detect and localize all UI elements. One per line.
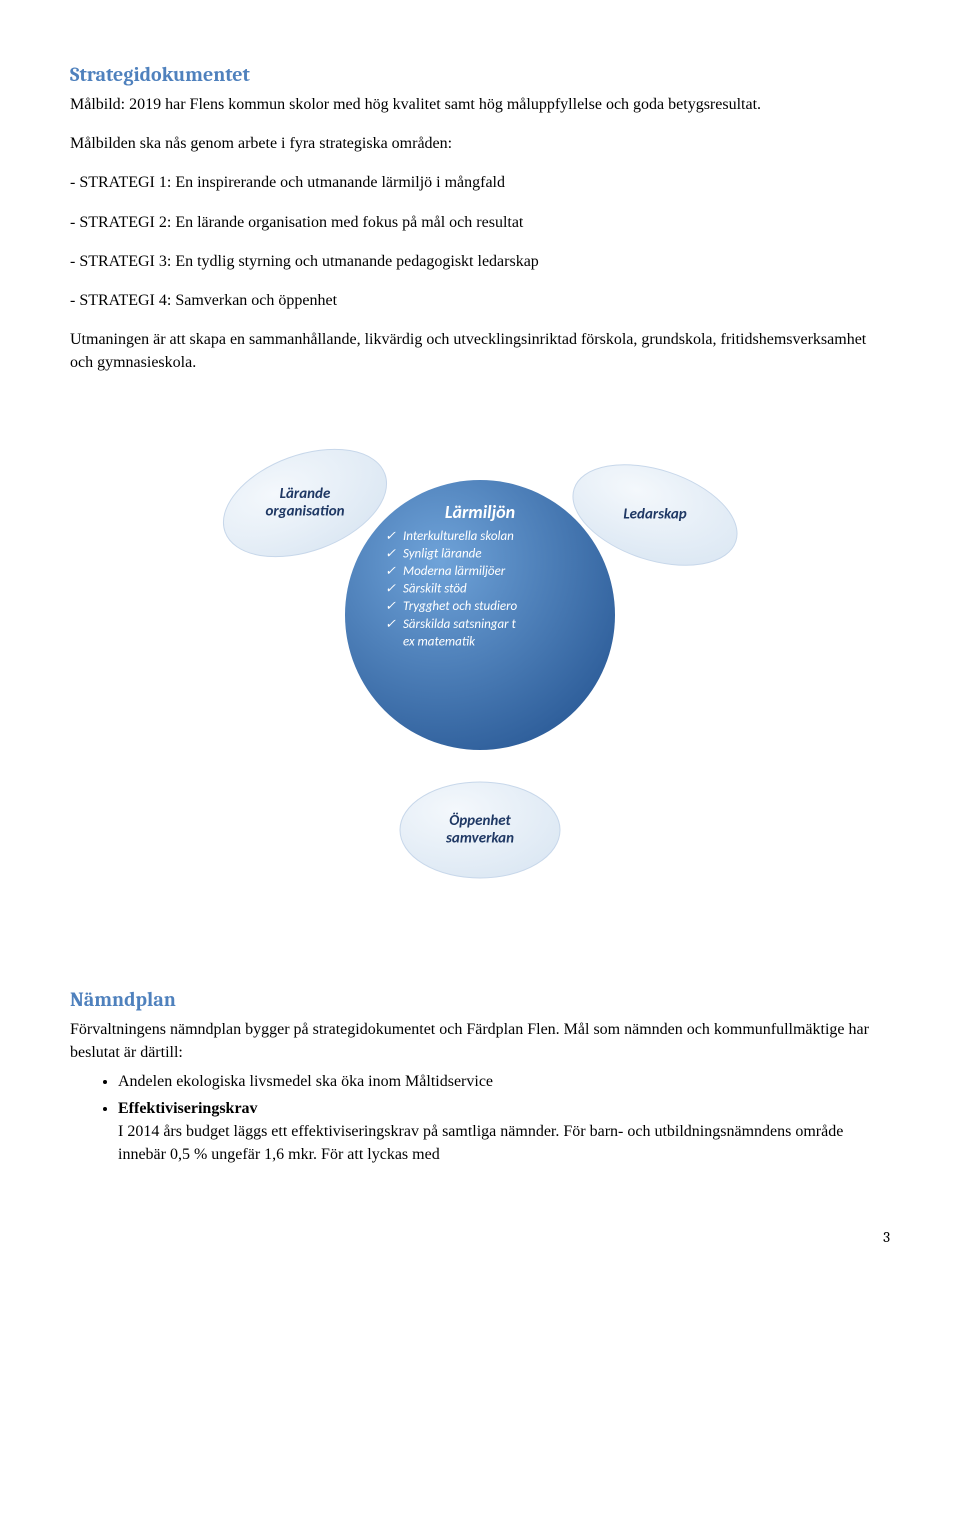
bullet-effektiviseringskrav-label: Effektiviseringskrav <box>118 1100 258 1117</box>
svg-text:Lärande: Lärande <box>280 485 331 503</box>
svg-text:✓: ✓ <box>385 616 396 631</box>
svg-text:Ledarskap: Ledarskap <box>623 505 686 523</box>
heading-strategidokumentet: Strategidokumentet <box>70 60 890 89</box>
strategy-diagram: Lärandeorganisation Ledarskap Öppenhetsamv… <box>70 405 890 925</box>
svg-text:Interkulturella skolan: Interkulturella skolan <box>403 529 514 544</box>
svg-text:Särskilda satsningar t: Särskilda satsningar t <box>403 616 517 631</box>
page-number: 3 <box>70 1227 890 1249</box>
strategy-1: - STRATEGI 1: En inspirerande och utmana… <box>70 171 890 194</box>
svg-text:Öppenhet: Öppenhet <box>449 811 511 830</box>
intro-paragraph: Målbild: 2019 har Flens kommun skolor me… <box>70 93 890 116</box>
svg-text:✓: ✓ <box>385 529 396 544</box>
diagram-svg: Lärandeorganisation Ledarskap Öppenhetsamv… <box>190 405 770 925</box>
svg-text:Särskilt stöd: Särskilt stöd <box>403 581 467 596</box>
svg-text:Synligt lärande: Synligt lärande <box>403 546 482 561</box>
svg-text:✓: ✓ <box>385 546 396 561</box>
svg-text:Trygghet och studiero: Trygghet och studiero <box>403 599 518 614</box>
closing-paragraph: Utmaningen är att skapa en sammanhålland… <box>70 328 890 374</box>
strategy-2: - STRATEGI 2: En lärande organisation me… <box>70 211 890 234</box>
strategy-4: - STRATEGI 4: Samverkan och öppenhet <box>70 289 890 312</box>
svg-text:✓: ✓ <box>385 581 396 596</box>
svg-text:Moderna lärmiljöer: Moderna lärmiljöer <box>403 564 506 579</box>
svg-text:✓: ✓ <box>385 599 396 614</box>
svg-text:Lärmiljön: Lärmiljön <box>445 501 515 523</box>
heading-namndplan: Nämndplan <box>70 985 890 1014</box>
bullet-effektiviseringskrav-followup: I 2014 års budget läggs ett effektiviser… <box>118 1123 843 1163</box>
svg-text:organisation: organisation <box>265 502 344 520</box>
bullet-ekologiska: Andelen ekologiska livsmedel ska öka ino… <box>118 1070 890 1093</box>
svg-text:ex matematik: ex matematik <box>403 634 476 649</box>
lead-paragraph: Målbilden ska nås genom arbete i fyra st… <box>70 132 890 155</box>
bullet-effektiviseringskrav: Effektiviseringskrav I 2014 års budget l… <box>118 1097 890 1167</box>
svg-text:samverkan: samverkan <box>445 829 514 847</box>
strategy-3: - STRATEGI 3: En tydlig styrning och utm… <box>70 250 890 273</box>
namndplan-paragraph: Förvaltningens nämndplan bygger på strat… <box>70 1018 890 1064</box>
namndplan-bullets: Andelen ekologiska livsmedel ska öka ino… <box>70 1070 890 1167</box>
svg-text:✓: ✓ <box>385 564 396 579</box>
